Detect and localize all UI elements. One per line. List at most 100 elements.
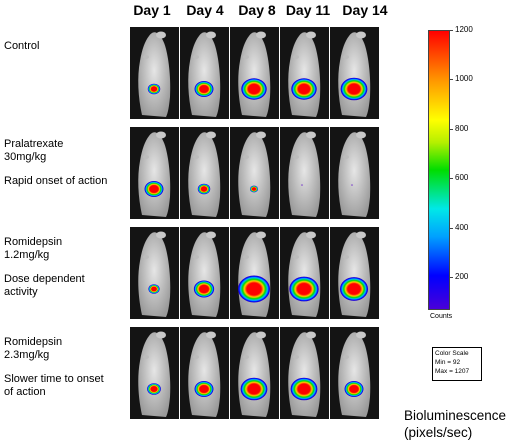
row-label-romidepsin-high: Romidepsin 2.3mg/kg Slower time to onset…: [4, 336, 122, 399]
mouse-image-cell: [180, 327, 229, 419]
signal-speck: [351, 184, 353, 186]
mouse-paw: [143, 155, 149, 159]
mouse-silhouette: [138, 132, 171, 217]
mouse-paw: [243, 55, 249, 59]
color-scale-tick-label: 200: [455, 272, 469, 282]
mouse-paw: [293, 355, 299, 359]
row-label-line: Romidepsin: [4, 336, 63, 348]
mouse-paw: [343, 255, 349, 259]
mouse-silhouette: [138, 32, 171, 117]
color-scale-title: Color Scale: [435, 350, 469, 357]
mouse-ear: [156, 131, 166, 139]
signal-blob: [240, 377, 268, 401]
signal-blob: [289, 276, 319, 302]
bioluminescence-title: Bioluminescence: [404, 408, 507, 423]
color-scale-max: Max = 1207: [435, 368, 470, 375]
mouse-image-cell: [230, 27, 279, 119]
day-label-11: Day 11: [285, 2, 331, 18]
mouse-ear: [306, 131, 316, 139]
mouse-silhouette: [288, 232, 321, 317]
row-label-romidepsin-low: Romidepsin 1.2mg/kg Dose dependent activ…: [4, 236, 122, 299]
mouse-ear: [306, 331, 316, 339]
mouse-image-cell: [230, 127, 279, 219]
mouse-paw: [243, 255, 249, 259]
mouse-silhouette: [338, 332, 371, 417]
mouse-silhouette: [338, 232, 371, 317]
mouse-paw: [293, 255, 299, 259]
mouse-image-cell: [330, 227, 379, 319]
color-scale-tick-label: 800: [455, 123, 469, 133]
signal-blob: [291, 78, 317, 100]
mouse-image-cell: [330, 327, 379, 419]
row-label-spacer: [4, 262, 122, 273]
signal-blob: [339, 277, 369, 301]
signal-blob: [144, 181, 164, 197]
mouse-silhouette: [288, 332, 321, 417]
color-scale-bar: [428, 30, 450, 310]
mouse-silhouette: [138, 232, 171, 317]
day-label-14: Day 14: [342, 2, 388, 18]
color-scale-tick-mark: [449, 79, 453, 81]
mouse-ear: [206, 231, 216, 239]
signal-blob: [147, 83, 161, 95]
mouse-silhouette: [288, 132, 321, 217]
row-label-line: Rapid onset of action: [4, 175, 108, 187]
mouse-image-cell: [130, 127, 179, 219]
mouse-silhouette: [338, 132, 371, 217]
mouse-ear: [156, 331, 166, 339]
mouse-image-grid: [130, 27, 383, 420]
mouse-ear: [306, 231, 316, 239]
row-label-line: 30mg/kg: [4, 151, 47, 163]
mouse-silhouette: [238, 232, 271, 317]
signal-blob: [194, 81, 214, 97]
mouse-ear: [356, 131, 366, 139]
signal-blob: [241, 78, 267, 100]
mouse-ear: [206, 331, 216, 339]
color-scale-tick-label: 1000: [455, 74, 473, 84]
row-label-spacer: [4, 164, 122, 175]
mouse-paw: [243, 155, 249, 159]
signal-blob: [193, 280, 215, 298]
mouse-paw: [343, 55, 349, 59]
row-label-line: of action: [4, 386, 46, 398]
mouse-ear: [306, 31, 316, 39]
signal-blob: [249, 185, 259, 193]
day-label-8: Day 8: [238, 2, 276, 18]
color-scale-tick-label: 600: [455, 173, 469, 183]
mouse-silhouette: [188, 332, 221, 417]
mouse-paw: [343, 355, 349, 359]
signal-blob: [344, 381, 364, 397]
counts-label: Counts: [430, 313, 453, 320]
signal-blob: [290, 377, 318, 401]
color-scale-info-box: Color Scale Min = 92 Max = 1207: [432, 347, 482, 381]
mouse-paw: [293, 155, 299, 159]
mouse-silhouette: [188, 32, 221, 117]
signal-blob: [148, 284, 160, 294]
bioluminescence-label: Bioluminescence (pixels/sec): [404, 407, 506, 441]
row-label-pralatrexate: Pralatrexate 30mg/kg Rapid onset of acti…: [4, 138, 122, 188]
mouse-paw: [143, 55, 149, 59]
signal-speck: [301, 184, 303, 186]
mouse-silhouette: [238, 332, 271, 417]
mouse-image-cell: [180, 127, 229, 219]
mouse-silhouette: [288, 32, 321, 117]
color-scale-tick-mark: [449, 178, 453, 180]
color-scale-tick-label: 400: [455, 222, 469, 232]
signal-blob: [197, 183, 211, 195]
row-label-control: Control: [4, 40, 122, 53]
row-label-line: Control: [4, 40, 40, 52]
mouse-silhouette: [338, 32, 371, 117]
mouse-silhouette: [188, 132, 221, 217]
mouse-silhouette: [238, 32, 271, 117]
row-label-line: activity: [4, 286, 38, 298]
row-label-line: 2.3mg/kg: [4, 349, 50, 361]
mouse-paw: [193, 55, 199, 59]
mouse-image-cell: [330, 127, 379, 219]
mouse-ear: [206, 131, 216, 139]
mouse-paw: [343, 155, 349, 159]
row-label-line: Pralatrexate: [4, 138, 64, 150]
mouse-image-cell: [130, 327, 179, 419]
mouse-ear: [156, 31, 166, 39]
mouse-ear: [156, 231, 166, 239]
row-label-line: Dose dependent: [4, 273, 85, 285]
